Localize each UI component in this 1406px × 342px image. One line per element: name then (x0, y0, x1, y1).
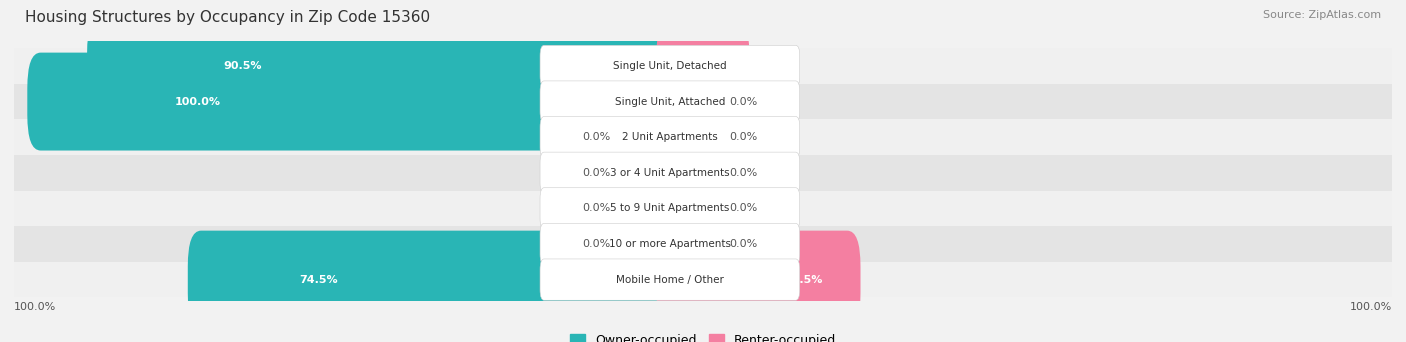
FancyBboxPatch shape (540, 117, 800, 158)
FancyBboxPatch shape (610, 106, 676, 168)
FancyBboxPatch shape (657, 17, 749, 115)
Text: 25.5%: 25.5% (783, 275, 823, 285)
FancyBboxPatch shape (14, 48, 1392, 84)
FancyBboxPatch shape (540, 152, 800, 194)
Text: 74.5%: 74.5% (299, 275, 337, 285)
Text: 0.0%: 0.0% (730, 239, 758, 249)
FancyBboxPatch shape (87, 17, 683, 115)
FancyBboxPatch shape (664, 70, 730, 133)
Text: 0.0%: 0.0% (730, 168, 758, 178)
Text: 3 or 4 Unit Apartments: 3 or 4 Unit Apartments (610, 168, 730, 178)
Text: Single Unit, Attached: Single Unit, Attached (614, 96, 725, 107)
FancyBboxPatch shape (14, 226, 1392, 262)
FancyBboxPatch shape (540, 45, 800, 87)
Text: 2 Unit Apartments: 2 Unit Apartments (621, 132, 717, 142)
FancyBboxPatch shape (14, 119, 1392, 155)
Text: 100.0%: 100.0% (1350, 302, 1392, 312)
FancyBboxPatch shape (540, 188, 800, 229)
Text: 9.5%: 9.5% (704, 61, 735, 71)
FancyBboxPatch shape (664, 213, 730, 275)
Text: 5 to 9 Unit Apartments: 5 to 9 Unit Apartments (610, 203, 730, 213)
Text: 0.0%: 0.0% (582, 168, 610, 178)
Text: 0.0%: 0.0% (582, 239, 610, 249)
Text: 100.0%: 100.0% (174, 96, 221, 107)
FancyBboxPatch shape (664, 177, 730, 239)
FancyBboxPatch shape (188, 231, 683, 329)
FancyBboxPatch shape (14, 84, 1392, 119)
Text: 100.0%: 100.0% (14, 302, 56, 312)
Text: 90.5%: 90.5% (224, 61, 262, 71)
FancyBboxPatch shape (610, 213, 676, 275)
Legend: Owner-occupied, Renter-occupied: Owner-occupied, Renter-occupied (565, 329, 841, 342)
FancyBboxPatch shape (540, 259, 800, 300)
FancyBboxPatch shape (610, 177, 676, 239)
Text: 0.0%: 0.0% (582, 203, 610, 213)
FancyBboxPatch shape (540, 81, 800, 122)
Text: 10 or more Apartments: 10 or more Apartments (609, 239, 731, 249)
FancyBboxPatch shape (14, 262, 1392, 298)
FancyBboxPatch shape (14, 155, 1392, 190)
Text: Single Unit, Detached: Single Unit, Detached (613, 61, 727, 71)
Text: Source: ZipAtlas.com: Source: ZipAtlas.com (1263, 10, 1381, 20)
Text: Mobile Home / Other: Mobile Home / Other (616, 275, 724, 285)
FancyBboxPatch shape (664, 142, 730, 204)
FancyBboxPatch shape (14, 190, 1392, 226)
Text: Housing Structures by Occupancy in Zip Code 15360: Housing Structures by Occupancy in Zip C… (25, 10, 430, 25)
Text: 0.0%: 0.0% (730, 203, 758, 213)
FancyBboxPatch shape (664, 106, 730, 168)
Text: 0.0%: 0.0% (582, 132, 610, 142)
FancyBboxPatch shape (610, 142, 676, 204)
FancyBboxPatch shape (657, 231, 860, 329)
Text: 0.0%: 0.0% (730, 96, 758, 107)
FancyBboxPatch shape (27, 53, 683, 150)
Text: 0.0%: 0.0% (730, 132, 758, 142)
FancyBboxPatch shape (540, 223, 800, 265)
